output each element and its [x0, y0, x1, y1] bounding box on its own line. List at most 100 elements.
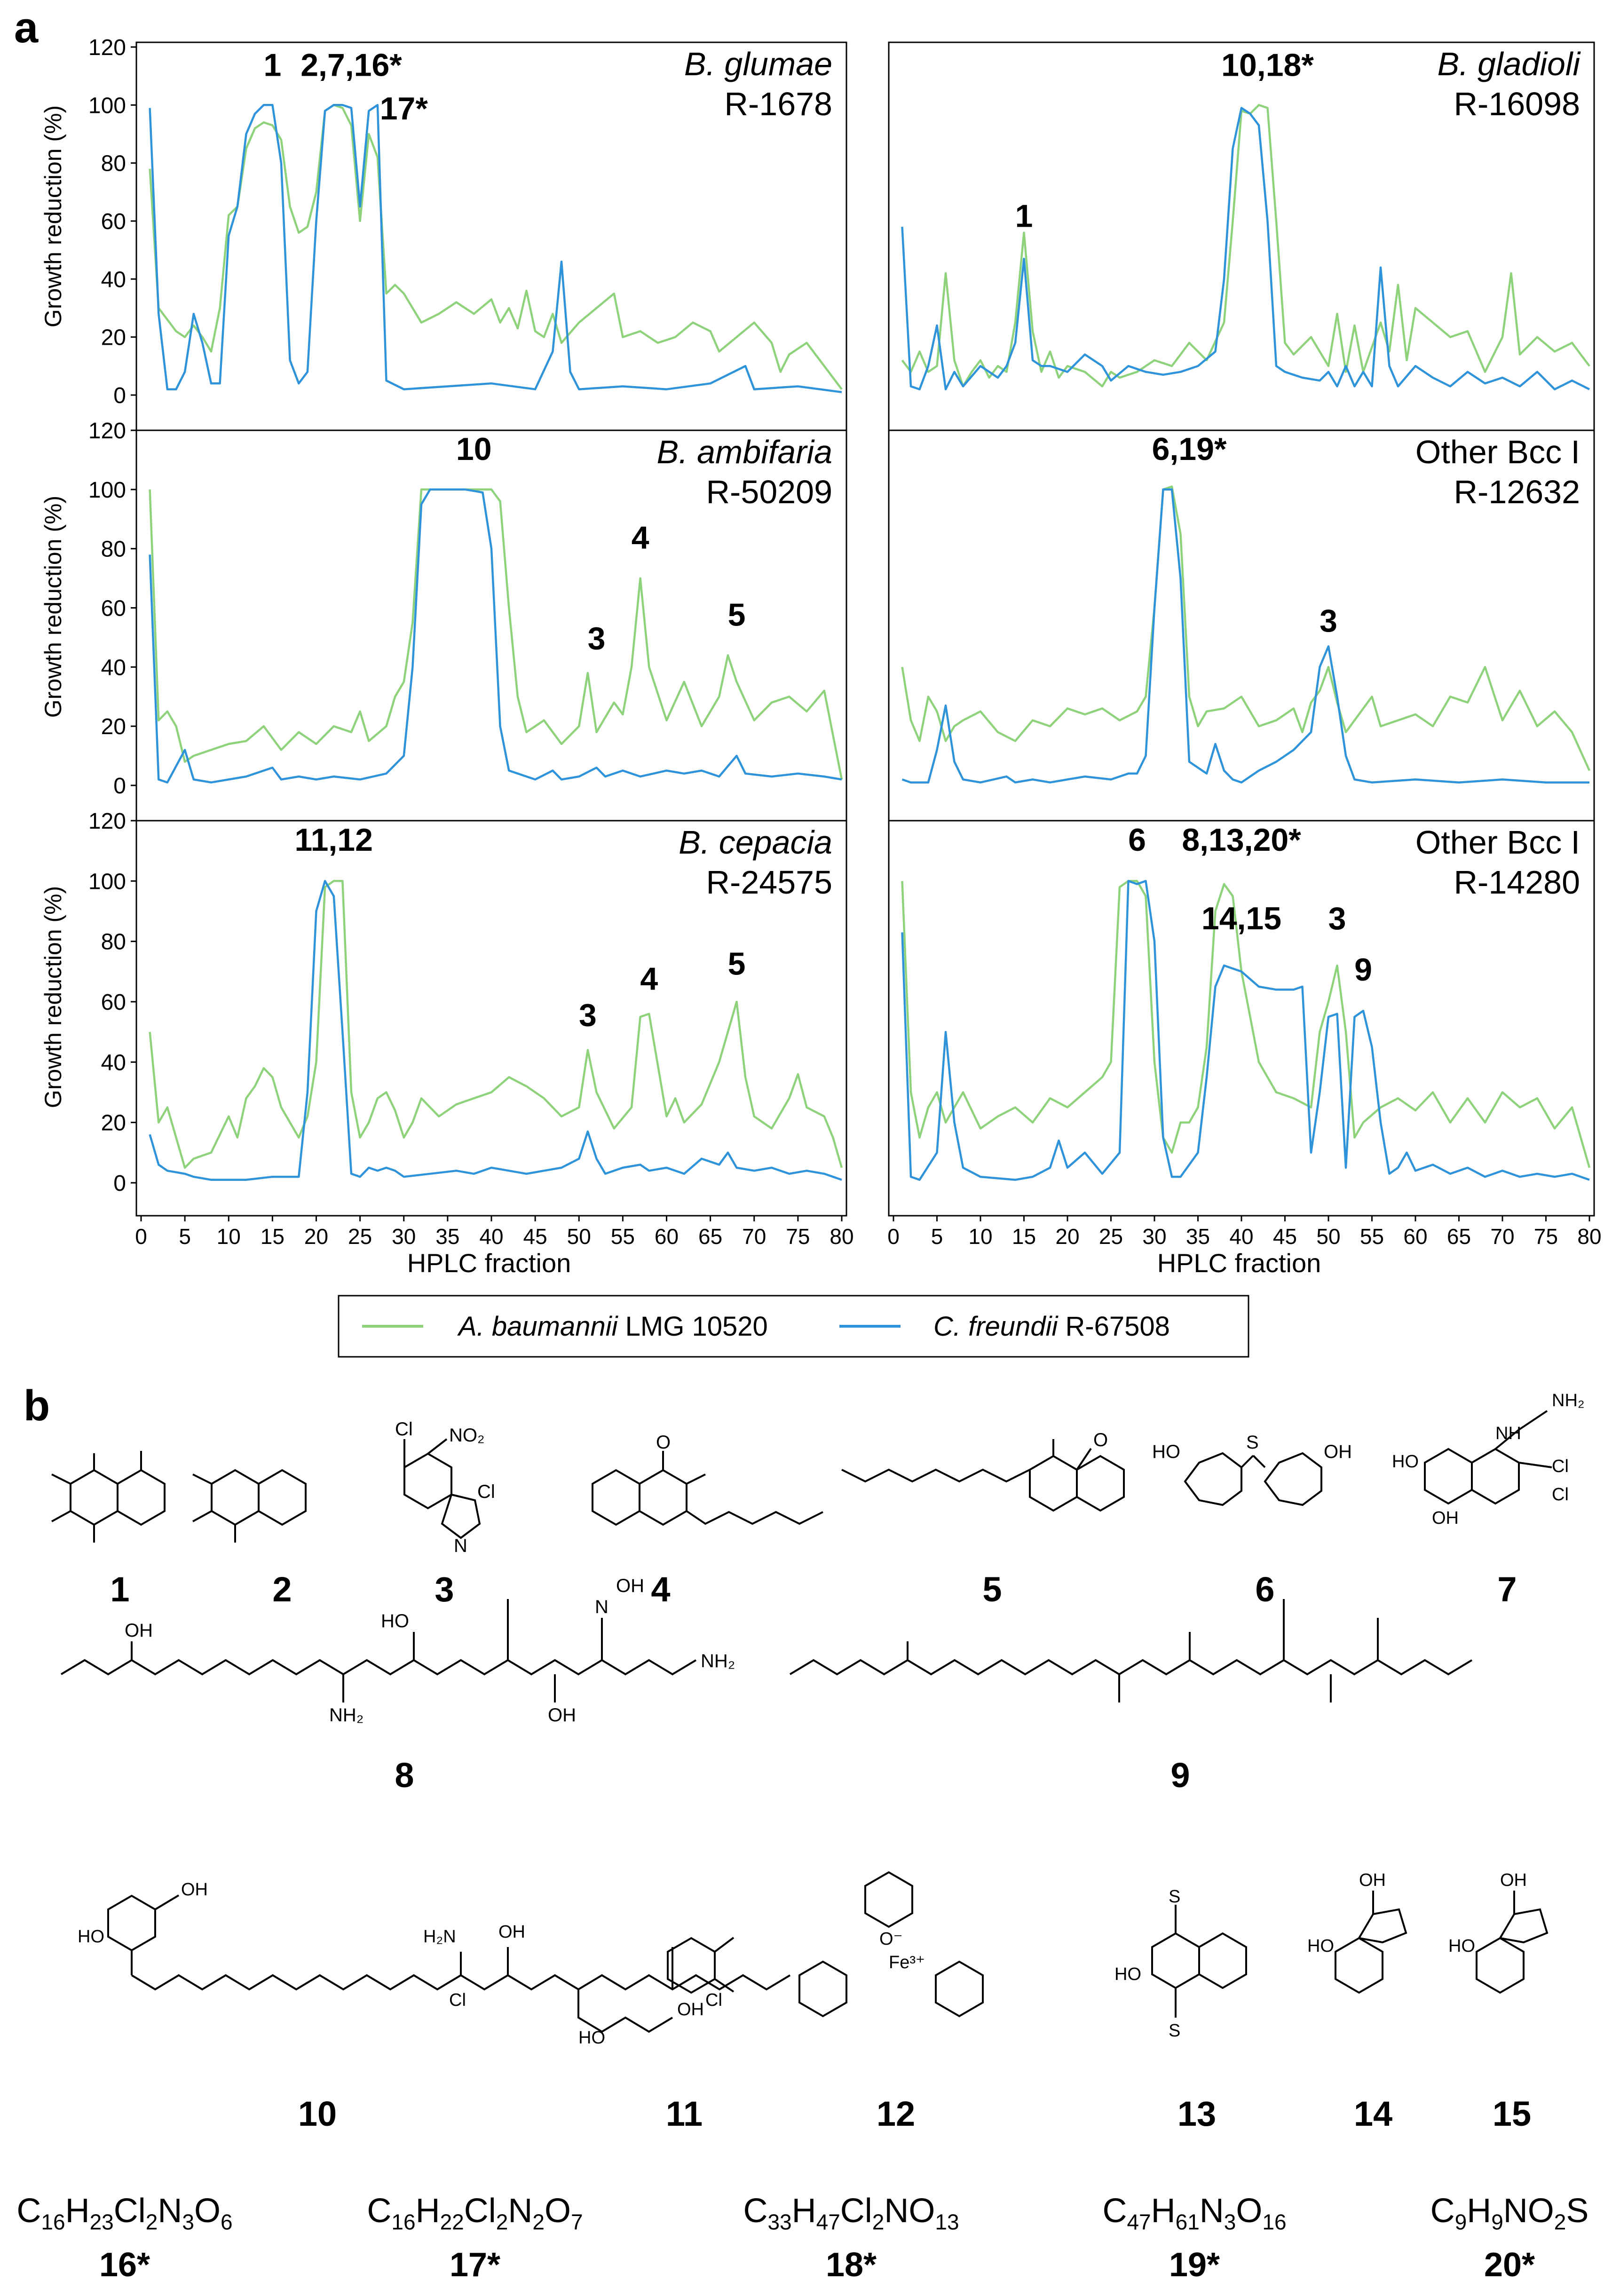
y-tick-label: 60	[101, 990, 126, 1015]
y-tick-label: 120	[88, 35, 126, 60]
formula-element: C	[1102, 2192, 1127, 2230]
structure-11	[667, 1937, 735, 1994]
molecular-formula: C47H61N3O16	[1077, 2192, 1312, 2234]
peak-annotation: 14,15	[1201, 901, 1281, 936]
formula-element: C	[16, 2192, 41, 2230]
x-tick-label: 80	[830, 1224, 853, 1249]
panel-title-species: Other Bcc I	[1415, 824, 1580, 861]
x-tick-label: 45	[1273, 1224, 1297, 1249]
formula-subscript: 16	[1262, 2209, 1287, 2234]
x-tick-label: 75	[786, 1224, 810, 1249]
s5-o: O	[1093, 1430, 1108, 1450]
y-tick-label: 20	[101, 325, 126, 350]
s15-ho: HO	[1448, 1936, 1475, 1956]
panel-title-species: B. glumae	[684, 46, 832, 82]
s12-o: O⁻	[879, 1929, 903, 1949]
x-tick-label: 35	[1186, 1224, 1210, 1249]
chart-panel-6: 0 5 10 15 20 25 30 35 40 45 50 55 60 65 70 75 80 Other Bc…	[887, 820, 1602, 1249]
formula-subscript: 23	[89, 2209, 114, 2234]
compound-3-label: 3	[435, 1570, 454, 1609]
series-line-a-baumannii	[149, 880, 843, 1169]
x-tick-label: 40	[479, 1224, 503, 1249]
formula-subscript: 2	[496, 2209, 508, 2234]
formula-subscript: 33	[767, 2209, 792, 2234]
x-tick-label: 50	[1316, 1224, 1340, 1249]
s12-fe: Fe³⁺	[889, 1953, 925, 1972]
y-tick-label: 20	[101, 714, 126, 739]
compound-8-label: 8	[395, 1756, 414, 1795]
compound-7-label: 7	[1497, 1570, 1517, 1609]
peak-annotation: 3	[588, 621, 606, 657]
x-tick-label: 55	[1360, 1224, 1384, 1249]
y-tick-label: 40	[101, 655, 126, 680]
formula-subscript: 2	[1554, 2209, 1566, 2234]
x-tick-label: 20	[1055, 1224, 1079, 1249]
formula-element: H	[791, 2192, 816, 2230]
formula-compound-label: 17*	[449, 2246, 501, 2284]
chart-panel-4: Other Bcc I R-12632 6,19* 3	[888, 429, 1595, 822]
structure-10	[107, 1894, 791, 2033]
s6-s: S	[1246, 1432, 1259, 1453]
compound-4-label: 4	[651, 1570, 670, 1609]
y-tick-label: 20	[101, 1111, 126, 1136]
formula-element: N	[158, 2192, 182, 2230]
x-tick-label: 40	[1229, 1224, 1253, 1249]
panel-label-a: a	[14, 4, 39, 52]
formula-subscript: 7	[570, 2209, 583, 2234]
y-tick-label: 100	[88, 93, 126, 118]
y-tick-label: 40	[101, 267, 126, 292]
s7-cl1: Cl	[1552, 1457, 1569, 1476]
formula-compound-label: 19*	[1169, 2246, 1220, 2284]
formula-subscript: 3	[1224, 2209, 1236, 2234]
x-tick-label: 75	[1534, 1224, 1558, 1249]
s14-ho: HO	[1307, 1936, 1334, 1956]
y-tick-label: 60	[101, 209, 126, 234]
structure-9	[789, 1599, 1473, 1702]
s10-ho: HO	[78, 1927, 104, 1947]
peak-annotation: 17*	[380, 91, 428, 127]
formula-element: H	[415, 2192, 440, 2230]
formula-element: C	[1430, 2192, 1455, 2230]
structure-8	[60, 1599, 697, 1702]
formula-element: NO	[884, 2192, 935, 2230]
formula-element: S	[1566, 2192, 1589, 2230]
x-tick-label: 25	[348, 1224, 372, 1249]
x-tick-label: 70	[742, 1224, 766, 1249]
s8-oh: OH	[125, 1620, 153, 1641]
structure-2	[192, 1469, 307, 1543]
compound-10-label: 10	[298, 2094, 337, 2133]
chart-panel-3: 0 20 40 60 80 100 120 B. ambifaria R-50209 10 3 4 5	[88, 419, 847, 822]
formula-compound-label: 16*	[99, 2246, 150, 2284]
series-line-a-baumannii	[901, 880, 1591, 1168]
x-tick-label: 45	[523, 1224, 547, 1249]
s8-nh2: NH₂	[329, 1705, 363, 1726]
x-tick-label: 0	[135, 1224, 147, 1249]
structure-15	[1476, 1891, 1549, 1994]
s4-o: O	[656, 1432, 671, 1453]
series-line-a-baumannii	[901, 485, 1591, 771]
molecular-formula: C33H47Cl2NO13	[734, 2192, 969, 2234]
y-axis-label-2: Growth reduction (%)	[40, 496, 66, 718]
peak-annotation: 3	[579, 997, 597, 1033]
series-line-c-freundii	[901, 880, 1590, 1181]
panel-title-strain: R-50209	[706, 474, 832, 510]
peak-annotation: 10,18*	[1221, 48, 1314, 83]
series-line-c-freundii	[149, 104, 842, 394]
peak-annotation: 1	[263, 48, 281, 83]
formula-element: Cl	[113, 2192, 146, 2230]
formula-compound-label: 20*	[1484, 2246, 1535, 2284]
s13-ho: HO	[1114, 1964, 1141, 1984]
structure-4	[592, 1451, 823, 1526]
formula-subscript: 2	[145, 2209, 158, 2234]
compound-13-label: 13	[1177, 2094, 1216, 2133]
x-tick-label: 60	[655, 1224, 679, 1249]
peak-annotation: 4	[640, 961, 658, 997]
compound-1-label: 1	[110, 1570, 129, 1609]
formula-element: C	[367, 2192, 392, 2230]
s6-oh: OH	[1324, 1441, 1352, 1462]
structures: Cl NO₂ Cl N O O HO S OH	[51, 1391, 1585, 2048]
chart-panel-1: 0 20 40 60 80 100 120 B. glumae R-1678 1 2,7,16* 17…	[88, 35, 847, 431]
peak-annotation: 10	[456, 431, 492, 467]
peak-annotation: 8,13,20*	[1182, 822, 1301, 858]
